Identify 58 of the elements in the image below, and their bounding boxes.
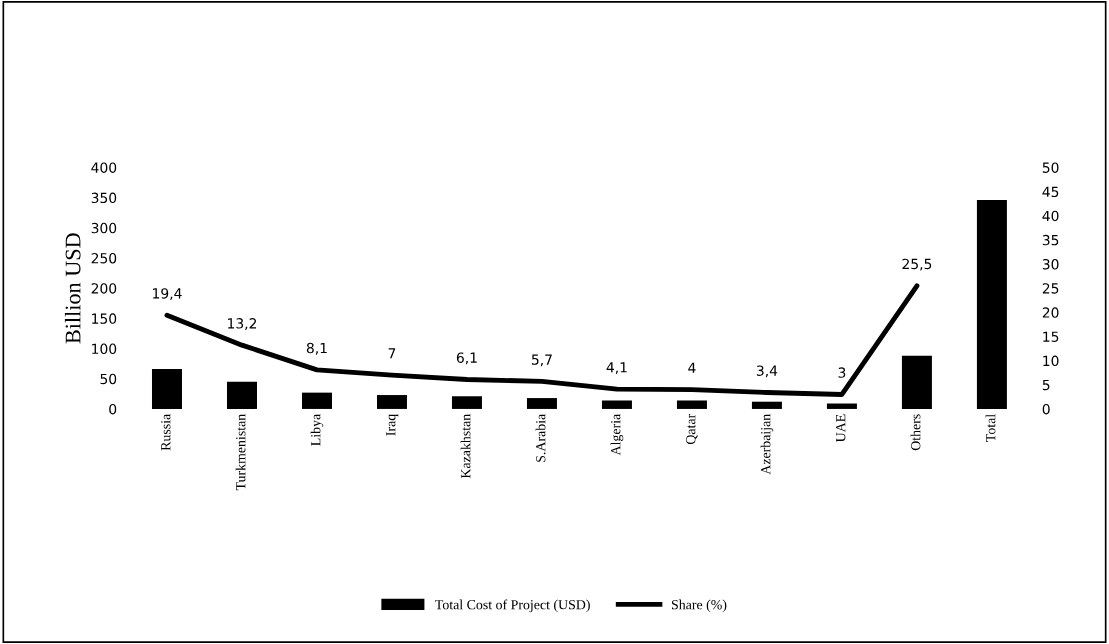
y2-tick-label: 10 — [1043, 355, 1059, 367]
bar — [451, 396, 482, 409]
x-tick-label: Others — [910, 414, 921, 451]
y-axis-title: Billion USD — [64, 233, 81, 344]
y2-tick-label: 50 — [1042, 162, 1059, 173]
data-label: 25,5 — [902, 258, 932, 271]
data-label: 7 — [388, 348, 396, 359]
y-tick-label: 350 — [91, 192, 117, 204]
data-label: 4 — [688, 362, 696, 373]
y2-tick-label: 25 — [1042, 283, 1059, 294]
data-label: 19,4 — [153, 288, 182, 301]
y2-tick-label: 0 — [1042, 403, 1050, 415]
y2-tick-label: 45 — [1042, 186, 1059, 198]
y2-tick-label: 5 — [1042, 379, 1050, 391]
x-tick-label: S.Arabia — [535, 413, 546, 462]
data-label: 4,1 — [606, 362, 627, 374]
y-tick-label: 150 — [92, 313, 117, 324]
bar — [151, 369, 182, 409]
bar — [751, 401, 782, 409]
y2-tick-label: 30 — [1042, 259, 1059, 270]
x-tick-label: Algeria — [610, 413, 624, 456]
y2-tick-label: 35 — [1042, 234, 1059, 246]
legend-label: Share (%) — [671, 599, 727, 613]
bar — [376, 395, 407, 409]
data-label: 3,4 — [756, 365, 778, 378]
bar — [526, 398, 557, 409]
x-tick-label: Azerbaijan — [760, 414, 774, 475]
y-tick-label: 200 — [91, 283, 117, 294]
y2-tick-label: 40 — [1042, 210, 1059, 222]
bar — [901, 355, 932, 409]
data-label: 5,7 — [531, 354, 552, 367]
bar — [301, 392, 332, 409]
x-tick-label: Qatar — [686, 413, 698, 445]
x-tick-label: Russia — [161, 413, 171, 451]
data-label: 3 — [838, 367, 846, 378]
x-tick-label: Iraq — [386, 414, 399, 436]
legend-label: Total Cost of Project (USD) — [435, 599, 590, 613]
data-label: 6,1 — [456, 352, 477, 365]
y-tick-label: 50 — [100, 373, 117, 385]
y-tick-label: 250 — [91, 252, 117, 264]
bar — [601, 400, 632, 409]
data-label: 13,2 — [228, 318, 257, 331]
y-tick-label: 100 — [92, 343, 117, 355]
x-tick-label: UAE — [836, 414, 846, 443]
bar — [826, 403, 857, 409]
y2-tick-label: 20 — [1042, 307, 1059, 318]
bar — [976, 200, 1007, 409]
y-tick-label: 300 — [91, 222, 117, 234]
x-tick-label: Turkmenistan — [235, 414, 246, 491]
bar — [676, 400, 707, 409]
bar — [226, 381, 257, 409]
x-tick-label: Kazakhstan — [460, 414, 471, 479]
x-tick-label: Libya — [310, 413, 324, 446]
data-label: 8,1 — [306, 342, 327, 355]
x-tick-label: Total — [985, 414, 996, 442]
y2-tick-label: 15 — [1043, 331, 1059, 342]
y-tick-label: 400 — [91, 162, 117, 173]
y-tick-label: 0 — [109, 403, 117, 415]
